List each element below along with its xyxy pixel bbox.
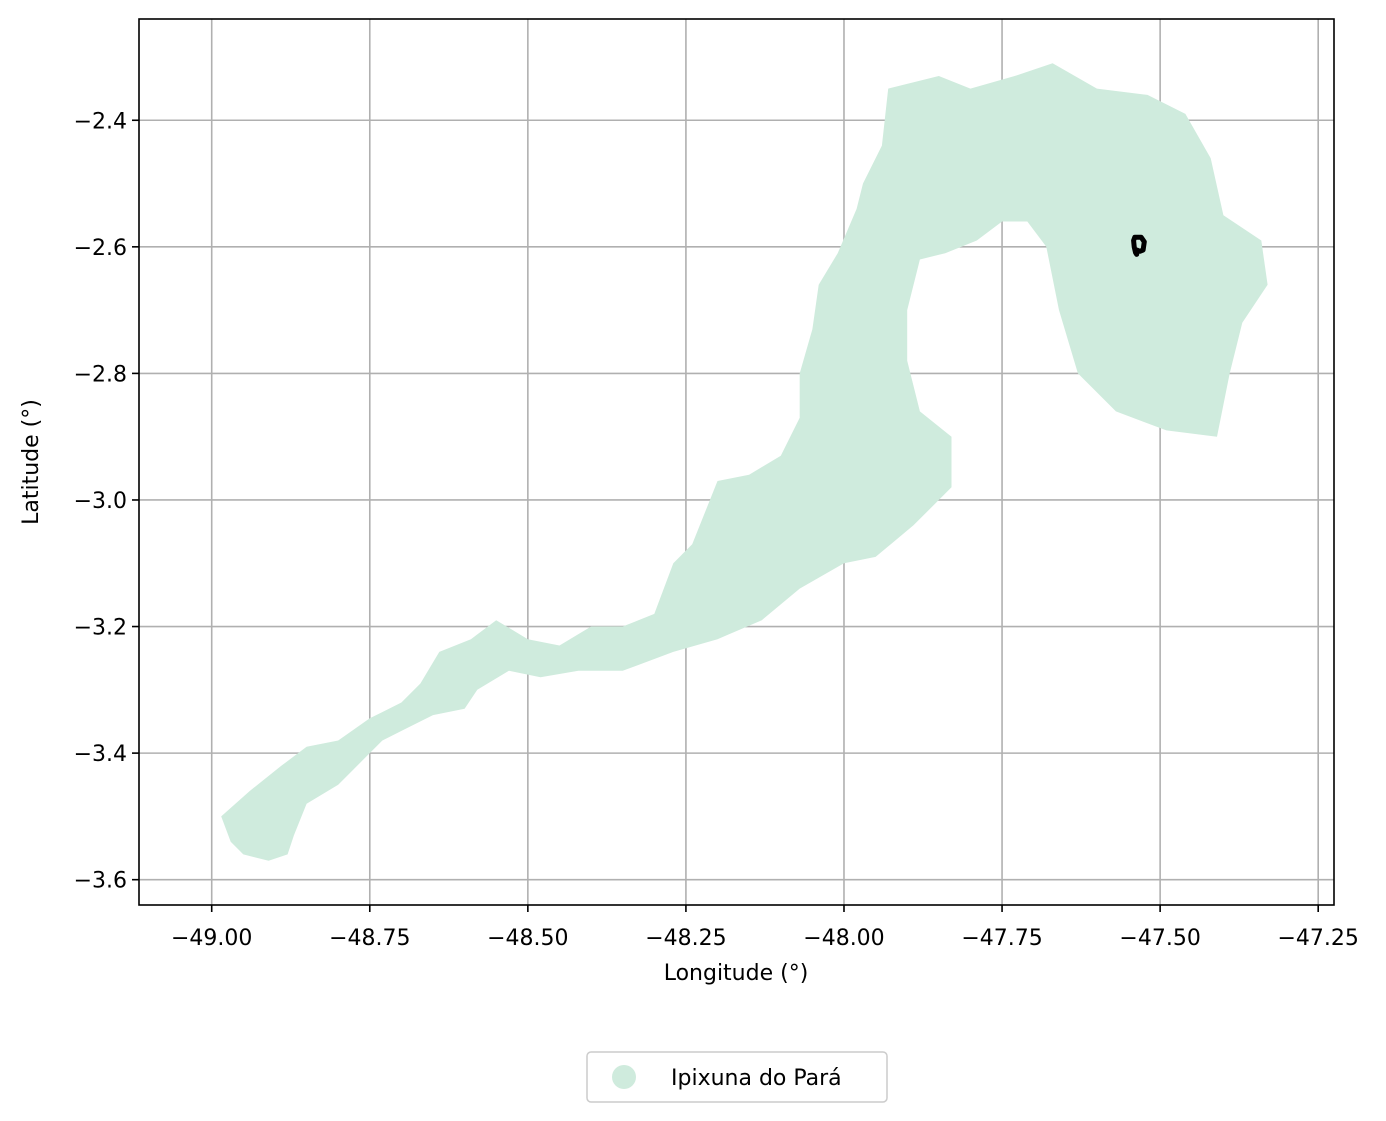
y-tick-label: −3.6 [74, 869, 127, 894]
legend-frame [586, 1051, 888, 1103]
x-tick-label: −47.75 [961, 926, 1042, 951]
x-tick-label: −47.50 [1119, 926, 1200, 951]
y-tick-label: −3.2 [74, 616, 127, 641]
y-tick-label: −2.4 [74, 109, 127, 134]
x-tick-label: −48.50 [487, 926, 568, 951]
y-tick-label: −2.8 [74, 362, 127, 387]
y-tick-label: −3.4 [74, 742, 127, 767]
x-axis-label: Longitude (°) [664, 961, 809, 986]
x-tick-label: −49.00 [171, 926, 252, 951]
legend-swatch [612, 1065, 636, 1089]
x-tick-label: −48.00 [803, 926, 884, 951]
plot-frame [138, 18, 1335, 906]
x-tick-label: −48.75 [329, 926, 410, 951]
axis-ticks: −49.00 −48.75 −48.50 −48.25 −48.00 −47.75 −47.… [74, 109, 1359, 951]
legend-label: Ipixuna do Pará [671, 1066, 842, 1091]
y-tick-label: −3.0 [74, 489, 127, 514]
y-axis-label: Latitude (°) [19, 399, 44, 525]
x-tick-label: −47.25 [1277, 926, 1358, 951]
legend: Ipixuna do Pará [586, 1051, 888, 1103]
locality-marker [1131, 234, 1147, 257]
y-tick-label: −2.6 [74, 236, 127, 261]
x-tick-label: −48.25 [645, 926, 726, 951]
region-polygon [221, 63, 1268, 861]
